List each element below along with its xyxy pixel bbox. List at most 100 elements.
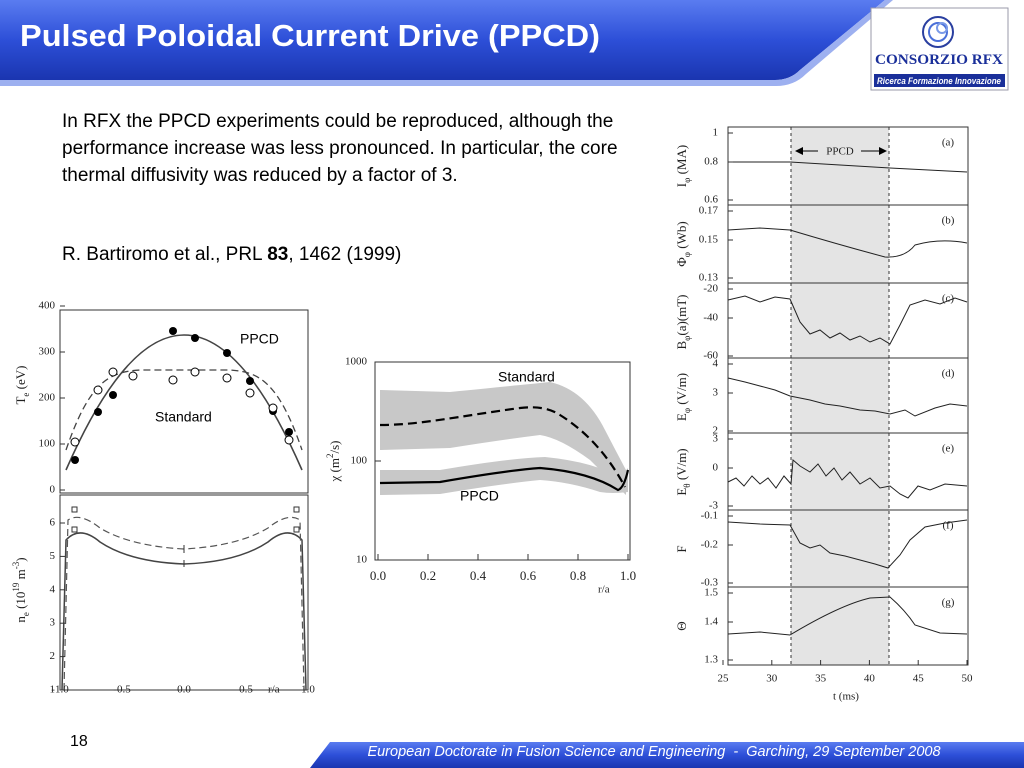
- label-part: Φ: [674, 257, 689, 267]
- logo-icon: [922, 16, 954, 48]
- ne-tick-label: 3: [50, 617, 56, 629]
- ne-axis-label: ne (1019 m-3): [11, 557, 31, 622]
- label-part: φ: [682, 252, 692, 257]
- y-tick-label: -0.2: [701, 539, 718, 551]
- ne-markers: [71, 506, 300, 567]
- time-figure: PPCD t (ms) 1 0.8 0.6 (a) Iφ (MA) 0.17 0.15 0.1…: [674, 126, 974, 703]
- logo-strip: [874, 74, 1005, 87]
- label-part: m: [13, 569, 28, 582]
- label-part: F: [674, 545, 689, 552]
- label-part: /s): [327, 441, 342, 454]
- title: Pulsed Poloidal Current Drive (PPCD): [20, 18, 600, 53]
- panel-tag: (f): [943, 520, 954, 532]
- ne-tick-label: 2: [50, 650, 56, 662]
- panel-axis-label: Iφ (MA): [674, 145, 692, 187]
- y-tick-label: 1.5: [704, 587, 718, 599]
- y-tick-label: 1: [713, 127, 719, 139]
- y-tick-label: 0.17: [699, 205, 719, 217]
- x-tick-label: 0.4: [470, 568, 487, 583]
- citation-volume: 83: [267, 244, 289, 265]
- panel-tag: (c): [942, 293, 955, 305]
- x-tick-label: 40: [864, 673, 876, 685]
- chi-axis-label: χ (m2/s): [325, 441, 342, 483]
- label-part: -3: [11, 561, 21, 569]
- header-bar: [0, 0, 885, 80]
- y-tick-label: 10: [356, 554, 368, 566]
- time-frame: [727, 126, 969, 666]
- label-part: θ: [682, 483, 692, 487]
- profile-figure: PPCD Standard r/a 400 300 200 100 0 6 5 4 3 2 1-1.…: [11, 300, 315, 696]
- ppcd-ne-curve: [61, 532, 307, 691]
- x-tick-label: 0.0: [177, 684, 191, 696]
- panel-dividers: [728, 204, 968, 588]
- label-part: 19: [11, 582, 21, 592]
- ppcd-label: PPCD: [460, 488, 499, 504]
- ppcd-band: [380, 457, 628, 495]
- label-part: I: [674, 183, 689, 187]
- standard-curve: [379, 406, 626, 488]
- panel-tag: (e): [942, 443, 955, 455]
- x-axis-label: t (ms): [833, 691, 859, 703]
- standard-points: [70, 367, 294, 447]
- x-tick-label: 35: [815, 673, 827, 685]
- y-tick-label: 4: [713, 358, 719, 370]
- citation-pages: , 1462 (1999): [288, 244, 402, 265]
- ppcd-label: PPCD: [826, 146, 854, 158]
- traces: [727, 161, 968, 636]
- label-part: B: [674, 341, 689, 350]
- standard-te-curve: [65, 369, 303, 451]
- x-tick-label: 1.0: [301, 684, 315, 696]
- label-part: φ: [682, 178, 692, 183]
- ppcd-points: [71, 327, 293, 464]
- x-tick-label: 0.8: [570, 568, 586, 583]
- y-tick-label: -3: [709, 500, 719, 512]
- x-tick-label: 1.0: [620, 568, 636, 583]
- label-part: χ: [327, 475, 342, 482]
- y-tick-label: 100: [351, 455, 368, 467]
- label-part: (a)(mT): [674, 294, 689, 335]
- label-part: n: [13, 616, 28, 623]
- label-part: (m: [327, 458, 342, 476]
- ne-frame: [59, 494, 309, 691]
- ne-tick-label: 5: [50, 550, 56, 562]
- te-frame: [59, 309, 309, 494]
- te-tick-label: 200: [39, 392, 56, 404]
- te-tick-label: 100: [39, 438, 56, 450]
- ppcd-shade: [791, 127, 889, 665]
- x-tick-label: 0.5: [239, 684, 253, 696]
- ne-tick-label: 4: [50, 583, 56, 595]
- label-part: (V/m): [674, 448, 689, 483]
- x-axis-label: r/a: [268, 684, 280, 696]
- ne-tick-label: 6: [50, 517, 56, 529]
- x-tick-label: 0.0: [370, 568, 386, 583]
- x-tick-label: 50: [962, 673, 974, 685]
- panel-axis-label: Bφ(a)(mT): [674, 294, 692, 349]
- panel-axis-label: Eθ (V/m): [674, 448, 692, 495]
- footer-text: European Doctorate in Fusion Science and…: [367, 744, 940, 760]
- y-tick-label: -60: [703, 350, 718, 362]
- te-axis-label: Te (eV): [13, 365, 31, 404]
- te-tick-label: 400: [39, 300, 56, 312]
- y-tick-label: 3: [713, 387, 719, 399]
- y-tick-label: 0.13: [699, 272, 719, 284]
- chi-figure: Standard PPCD r/a 1000 100 100.0 0.2 0.4 0.6 0…: [325, 356, 636, 596]
- x-tick-label: 0.6: [520, 568, 537, 583]
- x-tick-label: -0.5: [113, 684, 131, 696]
- label-part: 2: [325, 454, 335, 459]
- label-part: (V/m): [674, 373, 689, 408]
- y-tick-label: -0.3: [701, 577, 719, 589]
- label-part: φ: [682, 336, 692, 341]
- page-number: 18: [70, 733, 88, 750]
- label-part: e: [21, 612, 31, 616]
- standard-label: Standard: [498, 369, 555, 385]
- ppcd-curve: [379, 466, 630, 492]
- te-tick-label: 0: [50, 484, 56, 496]
- label-part: φ: [682, 408, 692, 413]
- label-part: E: [674, 413, 689, 421]
- standard-label: Standard: [155, 409, 212, 425]
- standard-band: [380, 382, 626, 495]
- x-tick-label: -1.0: [51, 684, 69, 696]
- y-tick-label: 3: [713, 433, 719, 445]
- label-part: (10: [13, 592, 28, 613]
